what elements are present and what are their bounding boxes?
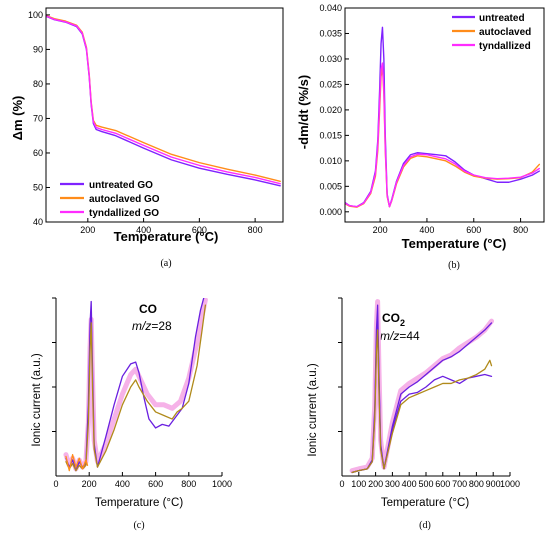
panel-c-ylabel: Ionic current (a.u.) <box>31 353 43 446</box>
panel-c-annotation-mz: m/z=28 <box>132 319 172 333</box>
panel-a-y-tick-label: 50 <box>33 182 43 192</box>
panel-a-frame <box>45 7 284 223</box>
panel-a-y-tick-label: 70 <box>33 113 43 123</box>
panel-c-series-group <box>63 298 208 472</box>
panel-d-x-tick-label: 500 <box>418 479 433 489</box>
panel-b-ylabel: -dm/dt (%/s) <box>296 75 311 149</box>
panel-c-xlabel: Temperature (°C) <box>95 497 183 509</box>
panel-d-x-tick-label: 0 <box>339 479 344 489</box>
panel-d-x-tick-label: 200 <box>368 479 383 489</box>
panel-d-xlabel: Temperature (°C) <box>381 497 469 509</box>
legend-label-autoclaved: autoclaved <box>479 27 531 38</box>
panel-c-mz-italic: m/z <box>132 319 151 333</box>
panel-b-dtg-chart: -dm/dt (%/s) Temperature (°C) (b) untrea… <box>296 3 545 271</box>
panel-b-caption: (b) <box>448 260 460 271</box>
panel-d-x-tick-label: 300 <box>385 479 400 489</box>
panel-b-x-tick-label: 800 <box>513 225 528 235</box>
legend-label-tyndallized: tyndallized <box>479 41 531 52</box>
panel-d-annotation-mz: m/z=44 <box>380 329 420 343</box>
panel-a-x-tick-label: 200 <box>80 225 95 235</box>
panel-b-y-tick-label: 0.020 <box>319 105 342 115</box>
panel-b-y-tick-label: 0.010 <box>319 156 342 166</box>
panel-c-co-ms-chart: Ionic current (a.u.) Temperature (°C) (c… <box>31 297 232 531</box>
panel-a-x-tick-label: 600 <box>192 225 207 235</box>
panel-a-y-tick-label: 80 <box>33 79 43 89</box>
panel-c-caption: (c) <box>133 520 144 531</box>
legend-label-tyndallized-go: tyndallized GO <box>89 208 159 219</box>
panel-d-x-tick-label: 900 <box>486 479 501 489</box>
panel-b-y-tick-label: 0.000 <box>319 207 342 217</box>
panel-b-x-tick-label: 600 <box>466 225 481 235</box>
panel-c-series-line-3 <box>65 453 89 472</box>
panel-a-y-tick-label: 60 <box>33 148 43 158</box>
panel-c-mz-value: =28 <box>151 319 172 333</box>
panel-b-y-tick-label: 0.035 <box>319 28 342 38</box>
panel-a-legend: untreated GO autoclaved GO tyndallized G… <box>60 180 160 219</box>
panel-c-x-tick-label: 0 <box>53 479 58 489</box>
panel-a-x-tick-label: 800 <box>248 225 263 235</box>
panel-a-ylabel: Δm (%) <box>10 96 25 141</box>
panel-c-annotation-title: CO <box>139 302 157 316</box>
panel-d-co-text: CO <box>382 311 400 325</box>
panel-b-y-tick-label: 0.040 <box>319 3 342 13</box>
panel-a-y-tick-label: 90 <box>33 44 43 54</box>
panel-a-series-group <box>46 14 281 187</box>
panel-d-co-subscript: 2 <box>400 318 405 328</box>
panel-d-mz-value: =44 <box>399 329 420 343</box>
panel-a-series-line-2 <box>46 15 281 185</box>
panel-b-y-tick-label: 0.015 <box>319 130 342 140</box>
panel-a-y-tick-label: 40 <box>33 217 43 227</box>
panel-b-x-tick-label: 200 <box>373 225 388 235</box>
panel-d-caption: (d) <box>419 520 431 531</box>
panel-a-caption: (a) <box>160 258 171 269</box>
panel-c-x-tick-label: 600 <box>148 479 163 489</box>
panel-d-co2-ms-chart: Ionic current (a.u.) Temperature (°C) (d… <box>307 297 520 531</box>
panel-b-series-line-1 <box>345 65 541 208</box>
panel-a-y-tick-label: 100 <box>28 10 43 20</box>
panel-b-legend: untreated autoclaved tyndallized <box>452 13 531 52</box>
panel-c-x-tick-label: 400 <box>115 479 130 489</box>
panel-b-frame <box>344 7 545 223</box>
panel-d-x-tick-label: 700 <box>452 479 467 489</box>
panel-a-xlabel: Temperature (°C) <box>114 229 219 244</box>
panel-b-series-group <box>345 26 541 208</box>
panel-c-x-tick-label: 800 <box>181 479 196 489</box>
panel-d-x-tick-label: 400 <box>402 479 417 489</box>
panel-d-mz-italic: m/z <box>380 329 399 343</box>
panel-d-series-line-3 <box>351 329 493 474</box>
panel-b-xlabel: Temperature (°C) <box>402 236 507 251</box>
panel-a-series-line-0 <box>46 15 281 187</box>
panel-c-x-tick-label: 200 <box>82 479 97 489</box>
panel-d-x-tick-label: 100 <box>351 479 366 489</box>
panel-c-series-line-2 <box>65 304 207 472</box>
panel-d-x-tick-label: 800 <box>469 479 484 489</box>
panel-b-y-tick-label: 0.005 <box>319 181 342 191</box>
panel-b-y-tick-label: 0.025 <box>319 79 342 89</box>
panel-b-y-tick-label: 0.030 <box>319 54 342 64</box>
legend-label-autoclaved-go: autoclaved GO <box>89 194 160 205</box>
panel-a-x-tick-label: 400 <box>136 225 151 235</box>
panel-a-tga-chart: Δm (%) Temperature (°C) (a) untreated GO… <box>10 7 284 269</box>
panel-d-series-group <box>349 299 495 474</box>
panel-c-x-tick-label: 1000 <box>212 479 232 489</box>
panel-d-x-tick-label: 600 <box>435 479 450 489</box>
legend-label-untreated-go: untreated GO <box>89 180 153 191</box>
panel-d-ylabel: Ionic current (a.u.) <box>307 363 319 456</box>
legend-label-untreated: untreated <box>479 13 525 24</box>
panel-b-x-tick-label: 400 <box>419 225 434 235</box>
panel-b-series-line-2 <box>345 62 541 208</box>
panel-d-x-tick-label: 1000 <box>500 479 520 489</box>
panel-d-annotation-title: CO2 <box>382 311 405 328</box>
